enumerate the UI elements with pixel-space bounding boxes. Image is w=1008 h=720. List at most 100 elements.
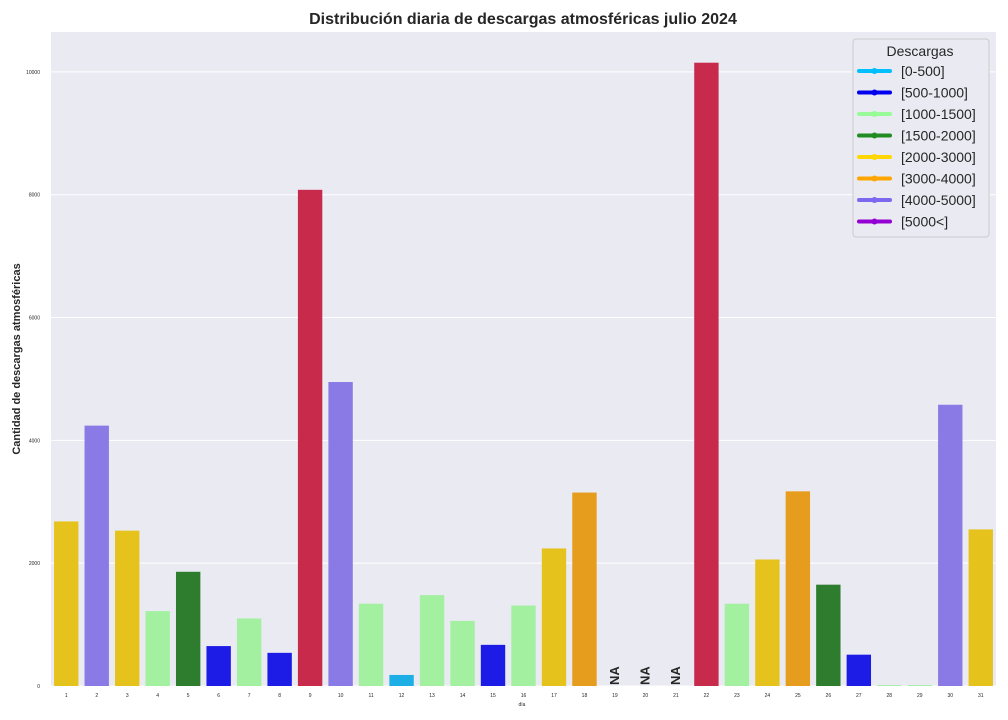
legend-entry: [4000-5000] [857,192,976,208]
legend-marker [871,111,878,117]
x-tick-label: 13 [429,693,435,699]
x-axis-label: día [519,702,526,708]
x-tick-label: 8 [278,693,281,699]
x-tick-label: 31 [978,693,984,699]
x-tick-label: 21 [673,693,679,699]
x-tick-label: 25 [795,693,801,699]
bar [541,548,567,686]
legend-entry: [0-500] [857,63,945,79]
bar [450,620,475,686]
legend-label: [4000-5000] [901,192,976,208]
x-tick-label: 11 [368,693,373,699]
bar [572,492,597,686]
legend-marker [871,89,878,96]
legend-label: [500-1000] [901,85,968,101]
bar [724,603,750,686]
na-label: NA [668,666,683,685]
x-tick-label: 17 [551,693,557,699]
legend-label: [1500-2000] [901,128,976,144]
bar [267,652,292,686]
x-tick-label: 18 [582,693,588,699]
y-tick-label: 2000 [29,561,40,567]
x-tick-label: 15 [490,693,496,699]
legend-marker [871,154,878,160]
x-tick-label: 24 [765,693,771,699]
bar [358,603,384,686]
bar [389,674,414,686]
legend: Descargas [0-500] [500-1000] [1000-1500] [1… [852,38,990,238]
x-tick-label: 7 [248,693,251,699]
x-tick-label: 27 [856,693,862,699]
bar [511,605,536,686]
chart-title: Distribución diaria de descargas atmosfé… [309,11,737,28]
x-ticks: 1 2 3 4 5 6 7 8 9 10 11 12 13 14 15 16 17 18 19 20 21 22 23 24 2… [65,693,984,699]
bar [846,654,872,686]
bar [938,404,963,686]
bar [785,491,811,686]
bar [877,685,902,686]
x-tick-label: 12 [399,693,405,699]
legend-entries: [0-500] [500-1000] [1000-1500] [1500-2000] [… [857,63,976,230]
x-tick-label: 19 [612,693,618,699]
legend-label: [0-500] [901,63,945,79]
x-tick-label: 9 [309,693,312,699]
legend-title: Descargas [887,43,954,59]
bar [480,644,506,686]
legend-marker [871,197,878,203]
bar [755,559,780,686]
legend-entry: [500-1000] [857,85,968,101]
legend-marker [871,132,878,139]
bar [206,646,231,686]
legend-entry: [1500-2000] [857,128,976,144]
x-tick-label: 28 [887,693,893,699]
legend-box [852,38,990,238]
bar [694,62,719,686]
y-tick-label: 4000 [29,438,40,444]
plot-area [51,32,996,686]
legend-marker [871,175,878,182]
bar [328,382,353,686]
legend-marker [871,218,878,225]
x-tick-label: 3 [126,693,129,699]
x-tick-label: 23 [734,693,740,699]
y-ticks: 0 2000 4000 6000 8000 10000 [26,70,40,690]
y-tick-label: 8000 [29,193,40,199]
bar [907,685,932,686]
bar [84,425,109,686]
na-labels: NA NA NA [607,666,683,685]
x-tick-label: 30 [947,693,953,699]
y-tick-label: 0 [37,684,40,690]
bar [816,584,841,686]
bar [297,189,323,687]
x-tick-label: 6 [217,693,220,699]
na-label: NA [607,666,622,685]
legend-entry: [1000-1500] [857,106,976,122]
bar [419,595,445,686]
y-axis-label: Cantidad de descargas atmosféricas [11,263,23,454]
y-tick-label: 6000 [29,316,40,322]
x-tick-label: 10 [338,693,344,699]
bars [54,62,993,687]
na-label: NA [637,666,652,685]
bar [145,611,170,686]
x-tick-label: 20 [643,693,649,699]
x-tick-label: 5 [187,693,190,699]
bar [236,618,262,686]
bar [54,521,79,686]
x-tick-label: 26 [826,693,832,699]
bar [175,571,201,686]
legend-label: [3000-4000] [901,171,976,187]
x-tick-label: 1 [65,693,68,699]
x-tick-label: 29 [917,693,923,699]
bar [115,530,140,686]
legend-entry: [3000-4000] [857,171,976,187]
x-tick-label: 16 [521,693,527,699]
legend-marker [871,68,878,74]
legend-label: [1000-1500] [901,106,976,122]
x-tick-label: 22 [704,693,710,699]
x-tick-label: 4 [156,693,159,699]
x-tick-label: 14 [460,693,466,699]
legend-label: [2000-3000] [901,149,976,165]
legend-label: [5000<] [901,214,948,230]
